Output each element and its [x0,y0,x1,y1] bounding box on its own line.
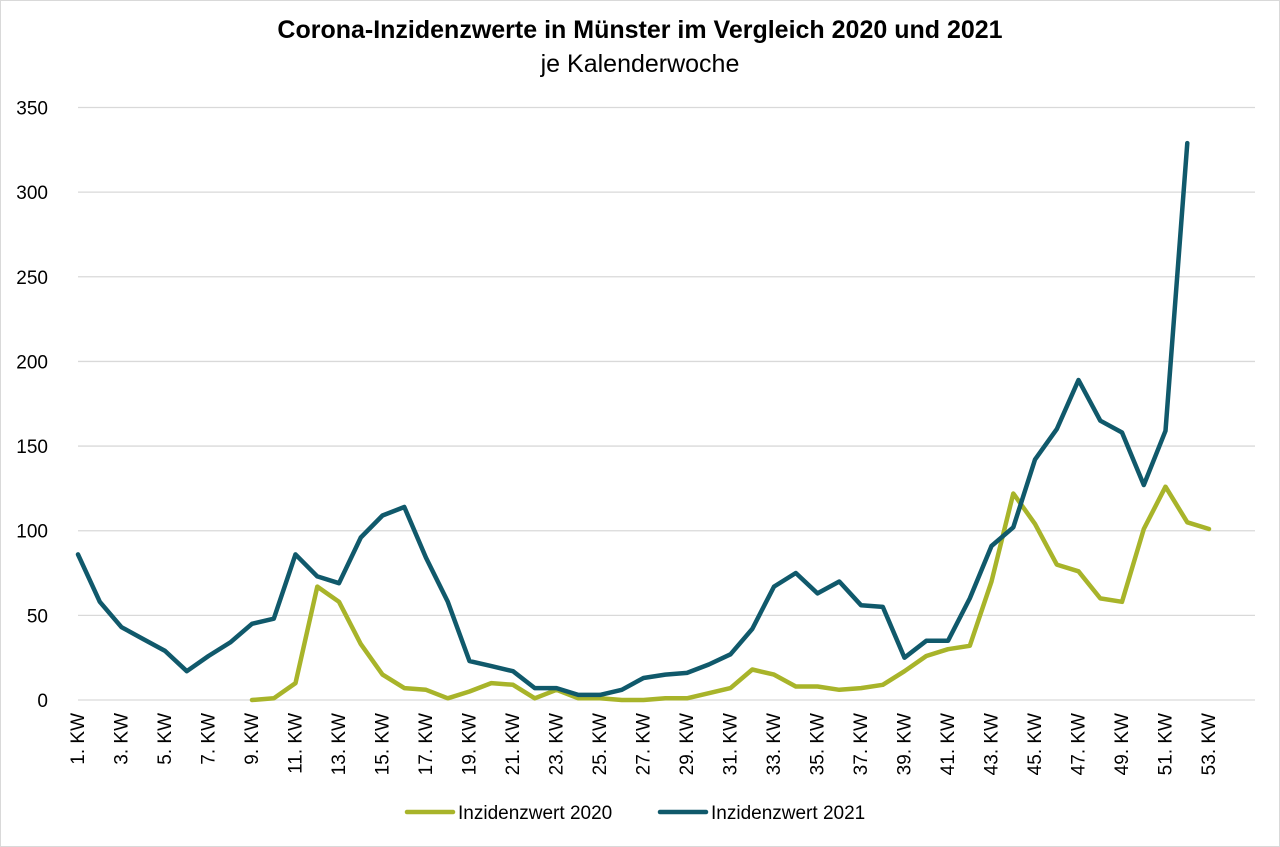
y-tick-label: 300 [16,183,48,204]
x-tick-label: 47. KW [1069,713,1090,775]
chart-title: Corona-Inzidenzwerte in Münster im Vergl… [277,16,1003,44]
x-tick-label: 31. KW [721,713,742,775]
x-tick-label: 23. KW [547,713,568,775]
x-tick-label: 3. KW [112,713,133,765]
y-tick-label: 150 [16,437,48,458]
legend-label: Inzidenzwert 2020 [458,803,612,824]
y-tick-label: 100 [16,522,48,543]
x-tick-label: 35. KW [808,713,829,775]
x-tick-label: 25. KW [590,713,611,775]
x-tick-label: 51. KW [1156,713,1177,775]
y-axis-ticks: 0 50 100 150 200 250 300 350 [16,99,48,713]
x-tick-label: 13. KW [329,713,350,775]
series-line-2020 [249,484,1212,703]
legend: Inzidenzwert 2020 Inzidenzwert 2021 [404,803,865,824]
x-tick-label: 9. KW [242,713,263,765]
y-tick-label: 0 [37,691,48,712]
y-tick-label: 50 [27,606,48,627]
x-tick-label: 19. KW [460,713,481,775]
x-tick-label: 41. KW [938,713,959,775]
x-tick-label: 37. KW [851,713,872,775]
x-tick-label: 7. KW [199,713,220,765]
x-tick-label: 27. KW [634,713,655,775]
x-tick-label: 17. KW [416,713,437,775]
x-tick-label: 11. KW [286,713,307,774]
x-tick-label: 45. KW [1025,713,1046,775]
x-tick-label: 15. KW [373,713,394,775]
x-tick-label: 29. KW [677,713,698,775]
x-tick-label: 5. KW [155,713,176,765]
y-tick-label: 350 [16,99,48,120]
x-tick-label: 33. KW [764,713,785,775]
x-axis-ticks: 1. KW 3. KW 5. KW 7. KW 9. KW 11. KW 13. KW 15.… [68,713,1220,775]
x-tick-label: 21. KW [503,713,524,775]
x-tick-label: 43. KW [982,713,1003,775]
legend-label: Inzidenzwert 2021 [711,803,865,824]
x-tick-label: 53. KW [1199,713,1220,775]
gridlines [78,106,1255,701]
series-line-2021 [75,140,1190,698]
chart-subtitle: je Kalenderwoche [540,50,740,78]
y-tick-label: 200 [16,352,48,373]
series-lines [75,140,1212,703]
x-tick-label: 49. KW [1112,713,1133,775]
x-tick-label: 39. KW [895,713,916,775]
y-tick-label: 250 [16,268,48,289]
x-tick-label: 1. KW [68,713,89,765]
